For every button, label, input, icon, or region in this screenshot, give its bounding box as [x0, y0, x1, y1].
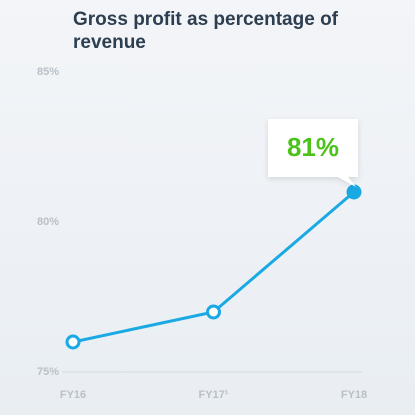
value-label: 81% [287, 132, 339, 162]
point [65, 334, 81, 350]
x-tick-label: FY17¹ [199, 389, 229, 401]
point [346, 184, 362, 200]
x-tick-label: FY16 [60, 389, 86, 401]
x-tick-label: FY18 [341, 389, 367, 401]
y-tick-label: 75% [37, 366, 59, 378]
y-tick-label: 80% [37, 216, 59, 228]
chart-title: Gross profit as percentage of revenue [73, 9, 339, 53]
point [206, 304, 221, 320]
callout-box [268, 119, 358, 187]
y-tick-label: 85% [37, 66, 59, 78]
